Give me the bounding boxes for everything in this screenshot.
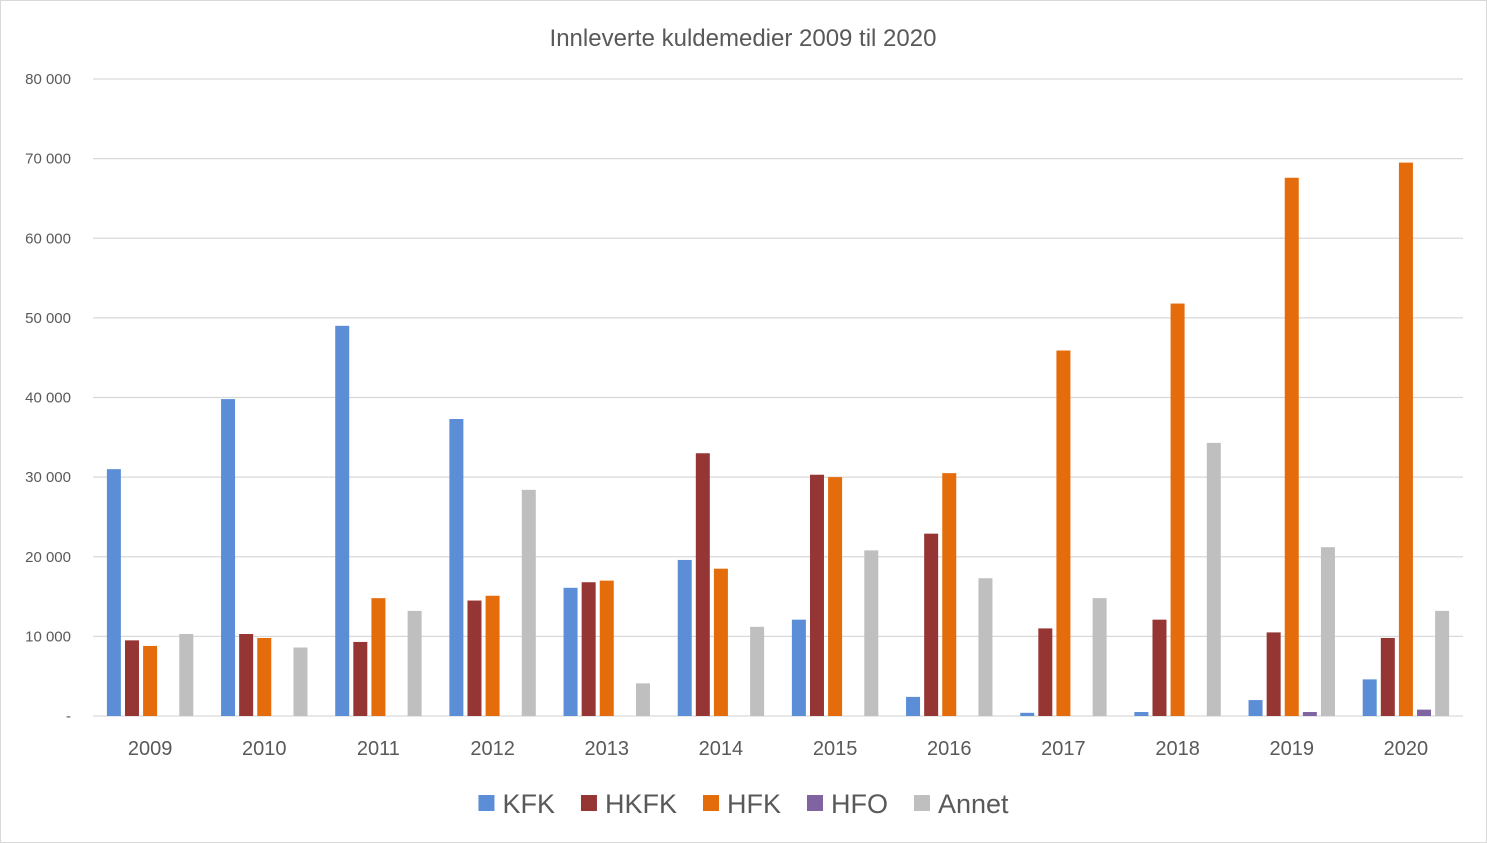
bar-hfk-2014 xyxy=(713,568,728,716)
legend-item-hfk: HFK xyxy=(702,789,781,819)
legend-label: HKFK xyxy=(605,789,677,819)
legend-item-kfk: KFK xyxy=(478,789,555,819)
bar-hkfk-2014 xyxy=(695,453,710,716)
bar-annet-2019 xyxy=(1320,547,1335,716)
bar-hkfk-2015 xyxy=(809,474,824,716)
y-axis-ticks: - 10 000 20 000 30 000 40 000 50 000 60 000 70 … xyxy=(25,71,71,725)
x-tick-label: 2018 xyxy=(1155,738,1200,760)
bar-kfk-2009 xyxy=(106,469,121,716)
bar-hfo-2020 xyxy=(1417,709,1432,716)
x-tick-label: 2017 xyxy=(1041,738,1086,760)
y-tick-label: 80 000 xyxy=(25,71,71,88)
bar-kfk-2020 xyxy=(1362,679,1377,716)
y-tick-label: 30 000 xyxy=(25,469,71,486)
legend-swatch xyxy=(702,795,719,811)
legend-item-annet: Annet xyxy=(913,789,1009,819)
legend-swatch xyxy=(913,795,930,811)
bar-annet-2017 xyxy=(1092,598,1107,716)
legend-swatch xyxy=(580,795,597,811)
y-tick-label: 40 000 xyxy=(25,390,71,407)
bar-hfk-2011 xyxy=(371,598,386,716)
chart-title: Innleverte kuldemedier 2009 til 2020 xyxy=(550,25,937,52)
x-tick-label: 2015 xyxy=(813,738,858,760)
x-tick-label: 2020 xyxy=(1384,738,1429,760)
y-tick-label: 60 000 xyxy=(25,230,71,247)
bar-hkfk-2013 xyxy=(581,582,596,716)
legend-swatch xyxy=(478,795,495,811)
legend-item-hfo: HFO xyxy=(806,789,888,819)
y-tick-label: 70 000 xyxy=(25,151,71,168)
bar-kfk-2015 xyxy=(791,619,806,716)
x-tick-label: 2016 xyxy=(927,738,972,760)
bar-hkfk-2011 xyxy=(353,641,368,716)
bar-annet-2010 xyxy=(293,647,308,716)
bar-hfk-2013 xyxy=(599,580,614,716)
bar-hkfk-2009 xyxy=(124,640,139,716)
bar-annet-2014 xyxy=(750,626,765,716)
bar-hfk-2009 xyxy=(143,645,158,716)
bar-hfk-2020 xyxy=(1398,162,1413,716)
bar-kfk-2014 xyxy=(677,559,692,716)
bar-kfk-2016 xyxy=(906,696,921,716)
bar-annet-2009 xyxy=(179,633,194,716)
bar-annet-2020 xyxy=(1435,610,1450,716)
bar-annet-2013 xyxy=(635,683,650,716)
bar-hfk-2018 xyxy=(1170,303,1185,716)
bar-hfk-2017 xyxy=(1056,350,1071,716)
gridlines xyxy=(93,78,1463,717)
bar-hfk-2019 xyxy=(1284,177,1299,717)
bar-hkfk-2010 xyxy=(239,633,254,716)
y-tick-label: 20 000 xyxy=(25,549,71,566)
bar-kfk-2017 xyxy=(1020,712,1035,716)
bar-annet-2016 xyxy=(978,578,993,716)
legend-label: Annet xyxy=(938,789,1009,819)
x-tick-label: 2019 xyxy=(1270,738,1315,760)
bar-hkfk-2018 xyxy=(1152,619,1167,716)
x-tick-label: 2012 xyxy=(470,738,515,760)
y-tick-label: 50 000 xyxy=(25,310,71,327)
bar-hfk-2010 xyxy=(257,637,272,716)
x-tick-label: 2014 xyxy=(699,738,744,760)
bar-hkfk-2019 xyxy=(1266,632,1281,716)
bar-hfk-2016 xyxy=(942,473,957,716)
bar-annet-2015 xyxy=(864,550,879,716)
bar-kfk-2019 xyxy=(1248,700,1263,716)
legend-label: KFK xyxy=(502,789,555,819)
x-tick-label: 2011 xyxy=(357,738,400,760)
bar-kfk-2011 xyxy=(335,325,350,716)
y-tick-label: 10 000 xyxy=(25,628,71,645)
bar-hfo-2019 xyxy=(1302,712,1317,716)
bar-hkfk-2012 xyxy=(467,600,482,716)
legend-swatch xyxy=(806,795,823,811)
bar-hfk-2015 xyxy=(828,477,843,716)
bar-kfk-2018 xyxy=(1134,712,1149,716)
x-tick-label: 2010 xyxy=(242,738,287,760)
bar-kfk-2010 xyxy=(221,399,236,716)
legend-item-hkfk: HKFK xyxy=(580,789,677,819)
legend: KFK HKFK HFK HFO Annet xyxy=(478,789,1009,819)
bar-hkfk-2020 xyxy=(1380,637,1395,716)
y-tick-label: - xyxy=(66,708,71,725)
x-tick-label: 2009 xyxy=(128,738,173,760)
bar-annet-2018 xyxy=(1206,442,1221,716)
bar-hkfk-2017 xyxy=(1038,628,1053,716)
bars xyxy=(106,162,1450,717)
x-axis-ticks: 2009 2010 2011 2012 2013 2014 2015 2016 2017 2018… xyxy=(128,738,1428,760)
bar-kfk-2012 xyxy=(449,418,464,716)
legend-label: HFK xyxy=(727,789,781,819)
legend-label: HFO xyxy=(831,789,888,819)
x-tick-label: 2013 xyxy=(585,738,630,760)
bar-hkfk-2016 xyxy=(924,533,939,716)
bar-hfk-2012 xyxy=(485,595,500,716)
bar-kfk-2013 xyxy=(563,587,578,716)
bar-annet-2012 xyxy=(521,489,536,716)
bar-annet-2011 xyxy=(407,610,422,716)
